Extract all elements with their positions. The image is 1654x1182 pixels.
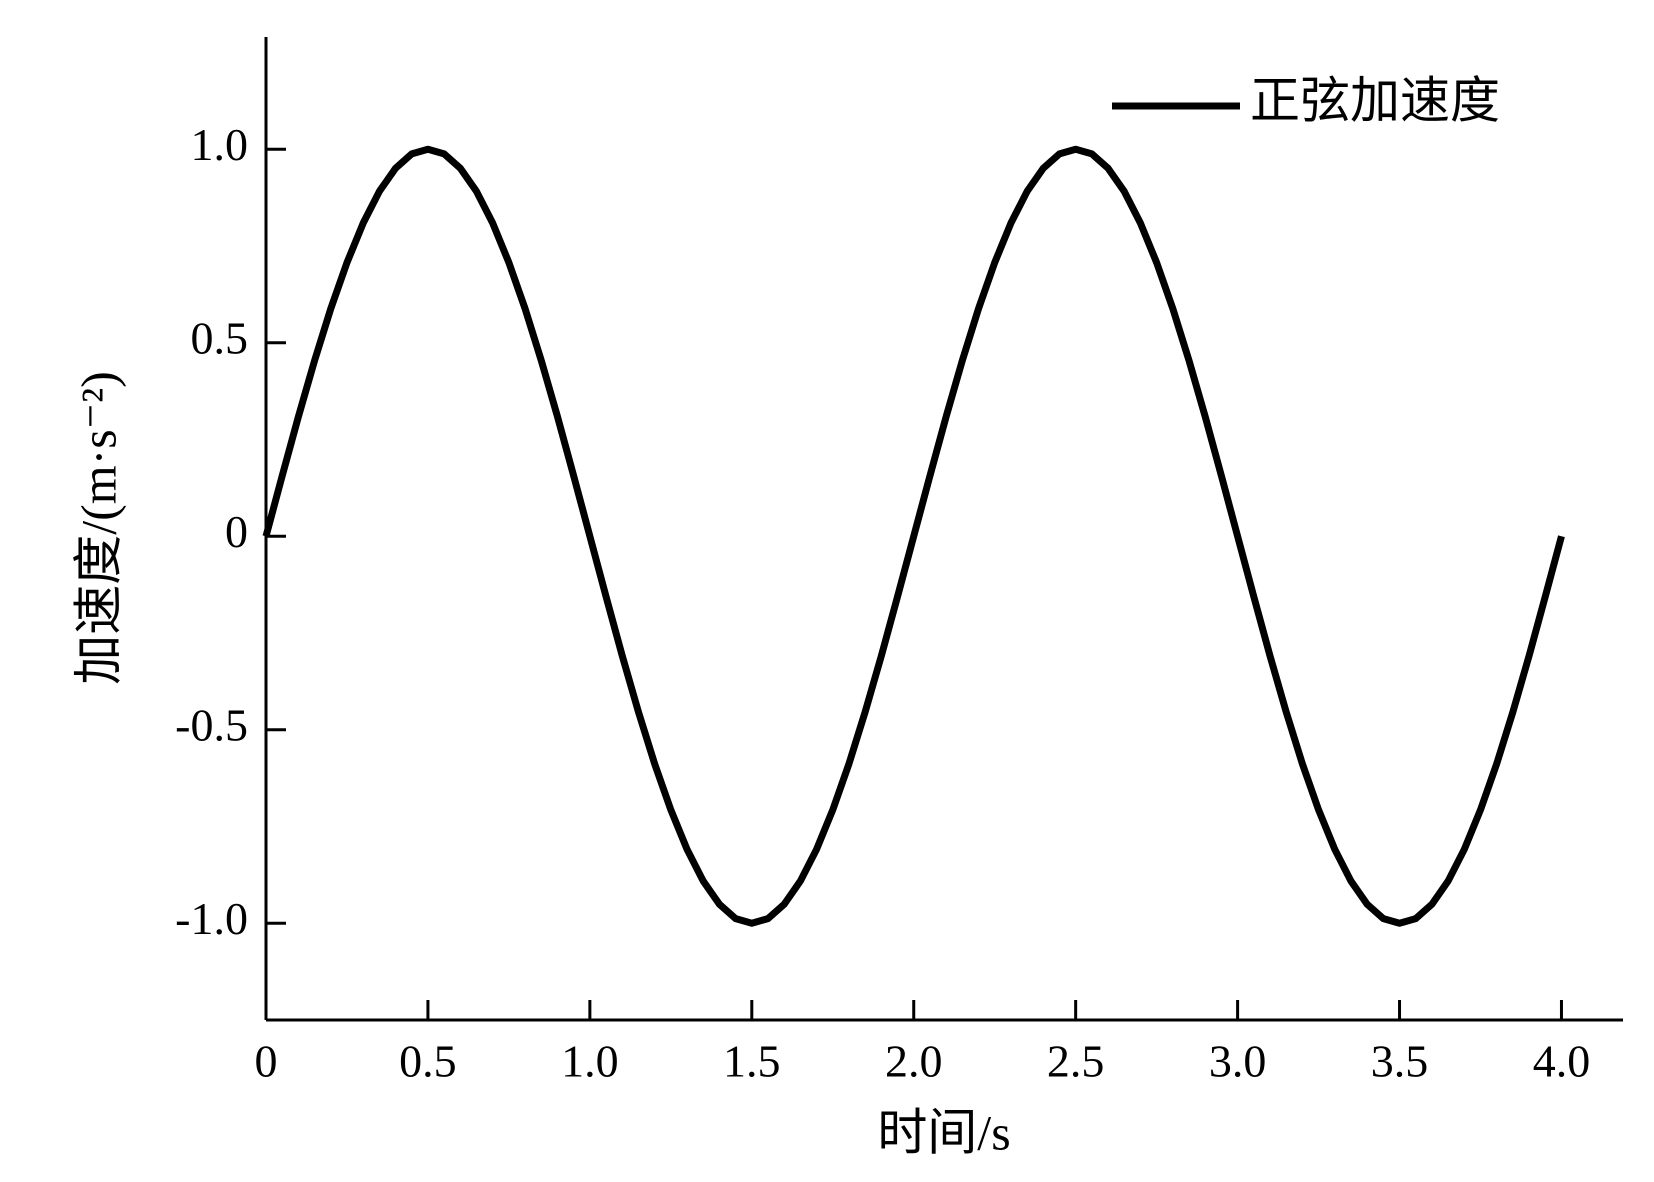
x-tick-label: 1.0: [561, 1036, 619, 1087]
x-tick-label: 4.0: [1533, 1036, 1591, 1087]
x-tick-label: 0.5: [399, 1036, 457, 1087]
x-tick-label: 3.5: [1371, 1036, 1429, 1087]
x-tick-label: 2.0: [885, 1036, 943, 1087]
legend-label: 正弦加速度: [1250, 72, 1500, 128]
x-tick-label: 0: [255, 1036, 278, 1087]
x-axis-label: 时间/s: [877, 1104, 1010, 1160]
y-tick-label: 0: [225, 506, 248, 557]
line: [262, 145, 1565, 927]
y-tick-label: 0.5: [191, 312, 249, 363]
y-tick-label: -0.5: [175, 699, 248, 750]
x-tick-label: 3.0: [1209, 1036, 1267, 1087]
x-tick-label: 1.5: [723, 1036, 781, 1087]
y-axis-label: 加速度/(m·s⁻²): [70, 371, 126, 685]
y-tick-label: 1.0: [191, 119, 249, 170]
x-tick-label: 2.5: [1047, 1036, 1105, 1087]
y-tick-label: -1.0: [175, 893, 248, 944]
